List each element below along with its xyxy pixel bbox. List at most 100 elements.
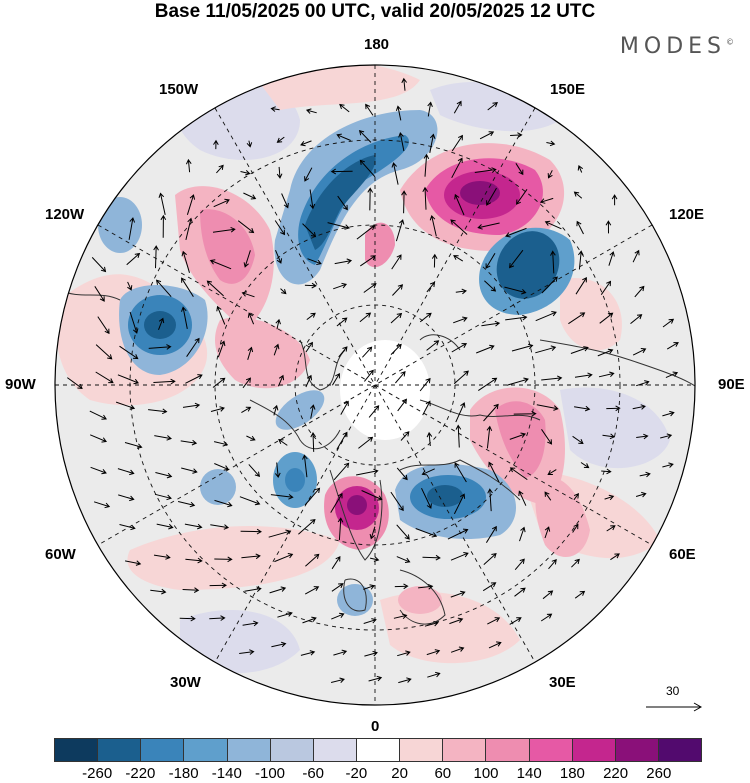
colorbar-swatch [226,739,270,761]
wind-arrow [393,613,408,620]
wind-arrow [483,403,499,422]
colorbar-swatch [97,739,141,761]
wind-arrow [126,252,141,266]
colorbar-swatch [442,739,486,761]
wind-arrow [362,346,373,358]
wind-arrow [330,168,353,175]
wind-arrow [390,343,402,355]
greenland-low-core [285,468,305,492]
wind-arrow [247,346,254,360]
wind-arrow [309,189,316,210]
wind-arrow [158,317,165,330]
wind-arrow [606,525,616,532]
wind-arrow [479,131,495,140]
wind-arrow [309,404,316,419]
wind-arrow [212,377,226,388]
wind-arrow [395,371,406,384]
wind-arrow [154,493,172,501]
wind-arrow [427,671,441,678]
wind-arrow [302,616,317,624]
wind-arrow [455,288,467,295]
wind-arrow [419,377,431,392]
wind-arrow [539,197,554,204]
wind-arrow [182,587,200,593]
wind-arrow [602,433,616,440]
colorbar-tick-label: -260 [82,765,113,782]
wind-arrow [336,431,348,450]
wind-arrow [209,259,232,270]
wind-arrow [336,133,351,141]
wind-arrow [241,553,261,560]
wind-arrow [365,103,374,116]
coastline [249,399,341,450]
wind-arrow [150,588,167,595]
wind-arrow [476,344,495,354]
wind-arrow [155,279,172,298]
wind-arrow [240,170,251,176]
wind-arrow [541,429,553,445]
lon-label-180: 180 [364,36,390,53]
pale-blue-area [180,610,300,674]
wind-arrow [331,372,340,386]
wind-arrow [450,590,466,598]
colorbar [54,738,702,762]
wind-arrow [535,311,557,322]
colorbar-tick-label: 140 [516,765,542,782]
wind-arrow [598,371,615,378]
wind-arrow [271,641,287,648]
wind-arrow [269,586,287,594]
east-asia-low-core [496,231,560,299]
wind-arrow [665,371,679,379]
wind-arrow [304,487,321,506]
wind-arrow [511,343,534,352]
wind-arrow [486,187,497,206]
colorbar-tick-label: 260 [646,765,672,782]
wind-arrow [509,617,522,625]
wind-arrow [241,291,255,298]
wind-arrow [363,618,377,624]
pale-pink-area [127,526,340,590]
lon-label-30w: 30W [170,674,201,691]
wind-arrow [391,254,402,270]
wind-arrow [213,441,229,447]
wind-arrow [337,517,344,541]
wind-arrow [415,528,438,538]
wind-arrow [182,402,201,409]
wind-arrow [453,100,462,114]
wind-arrow [573,191,583,199]
wind-arrow [572,435,584,445]
wind-arrow [206,280,224,297]
coastlines [59,289,695,625]
wind-arrow [394,583,409,590]
wind-arrow [185,557,203,564]
wind-arrow [129,311,139,334]
wind-arrow [363,584,376,590]
lon-label-0: 0 [371,718,380,735]
wind-arrow [90,434,108,443]
wind-arrow [214,463,230,471]
wind-arrow [544,526,551,539]
wind-arrow [237,220,255,234]
labrador-low [200,469,236,505]
greenland-sea-high-core [347,495,367,515]
wind-arrow [305,108,317,114]
colorbar-tick-label: -100 [254,765,286,782]
wind-arrow [181,306,188,329]
wind-arrow [453,493,466,515]
wind-arrow [272,404,279,416]
wind-arrow [577,165,583,173]
wind-arrow [210,524,230,530]
wind-arrow [180,439,198,446]
alaska-ridge [200,209,255,284]
wind-arrow [339,103,350,113]
wind-arrow [119,524,136,531]
wind-arrow [305,374,312,388]
wind-arrow [573,493,579,501]
wind-arrow [639,471,651,478]
colorbar-swatch [355,739,400,761]
wind-arrow [302,223,317,238]
wind-arrow [274,553,294,563]
wind-arrow [330,677,345,683]
wind-arrow [547,170,553,179]
wind-arrow [634,285,645,298]
